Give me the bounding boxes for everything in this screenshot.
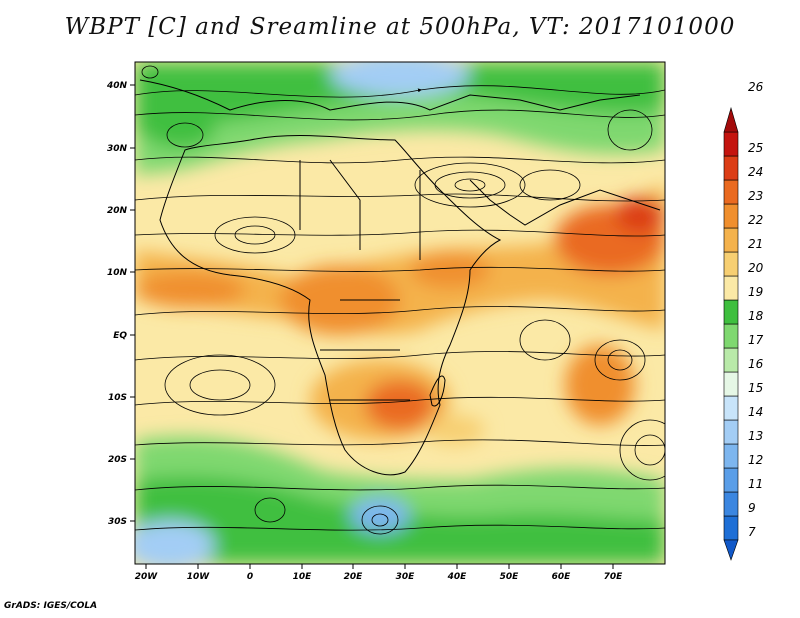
colorbar-segment (723, 467, 739, 493)
colorbar-label-15: 15 (748, 381, 763, 395)
colorbar-segment (723, 179, 739, 205)
colorbar-segment (723, 395, 739, 421)
colorbar-label-24: 24 (748, 165, 763, 179)
lon-label-30e: 30E (396, 572, 416, 582)
colorbar-label-21: 21 (748, 237, 763, 251)
colorbar-segment (723, 323, 739, 349)
chart-title: WBPT [C] and Sreamline at 500hPa, VT: 20… (64, 14, 736, 40)
colorbar-label-20: 20 (748, 261, 764, 275)
colorbar-segment (723, 203, 739, 229)
lon-label-50e: 50E (500, 572, 520, 582)
colorbar-label-23: 23 (748, 189, 763, 203)
colorbar-segment (723, 275, 739, 301)
colorbar (723, 106, 739, 561)
colorbar-segment (723, 443, 739, 469)
lon-label-70e: 70E (604, 572, 624, 582)
colorbar-label-13: 13 (748, 429, 763, 443)
lat-label-40n: 40N (106, 81, 128, 91)
lon-label-0: 0 (247, 572, 253, 582)
grads-credit: GrADS: IGES/COLA (4, 601, 98, 611)
colorbar-label-22: 22 (748, 213, 763, 227)
colorbar-label-7: 7 (748, 525, 756, 539)
lat-label-30n: 30N (107, 144, 128, 154)
lon-label-20w: 20W (135, 572, 159, 582)
colorbar-label-14: 14 (748, 405, 763, 419)
lon-label-40e: 40E (447, 572, 468, 582)
colorbar-labels: 7 9 11 12 13 14 15 16 17 18 19 20 21 22 … (748, 80, 764, 539)
lon-label-10e: 10E (293, 572, 313, 582)
lon-label-20e: 20E (344, 572, 364, 582)
colorbar-top-arrow (723, 106, 739, 133)
lon-label-10w: 10W (187, 572, 211, 582)
colorbar-label-17: 17 (748, 333, 764, 347)
axis-ticks (130, 84, 614, 569)
colorbar-label-16: 16 (748, 357, 764, 371)
lon-label-60e: 60E (552, 572, 572, 582)
coastlines (139, 79, 661, 476)
lat-label-20s: 20S (108, 455, 127, 465)
colorbar-segment (723, 371, 739, 397)
colorbar-label-11: 11 (748, 477, 763, 491)
colorbar-segment (723, 131, 739, 157)
lat-label-30s: 30S (108, 517, 127, 527)
colorbar-label-19: 19 (748, 285, 763, 299)
colorbar-label-12: 12 (748, 453, 763, 467)
colorbar-segment (723, 347, 739, 373)
colorbar-segment (723, 227, 739, 253)
lat-labels: 40N 30N 20N 10N EQ 10S 20S 30S (106, 81, 128, 527)
map-frame (134, 61, 666, 565)
colorbar-label-9: 9 (748, 501, 756, 515)
colorbar-segment (723, 515, 739, 541)
lat-label-10n: 10N (107, 268, 128, 278)
colorbar-segment (723, 251, 739, 277)
colorbar-segment (723, 299, 739, 325)
colorbar-bottom-arrow (723, 539, 739, 561)
lat-label-eq: EQ (113, 331, 127, 341)
colorbar-label-25: 25 (748, 141, 763, 155)
lon-labels: 20W 10W 0 10E 20E 30E 40E 50E 60E 70E (135, 572, 623, 582)
colorbar-segment (723, 491, 739, 517)
lat-label-20n: 20N (107, 206, 128, 216)
lat-label-10s: 10S (108, 393, 127, 403)
colorbar-label-26: 26 (748, 80, 764, 94)
colorbar-label-18: 18 (748, 309, 764, 323)
colorbar-segment (723, 155, 739, 181)
colorbar-segment (723, 419, 739, 445)
